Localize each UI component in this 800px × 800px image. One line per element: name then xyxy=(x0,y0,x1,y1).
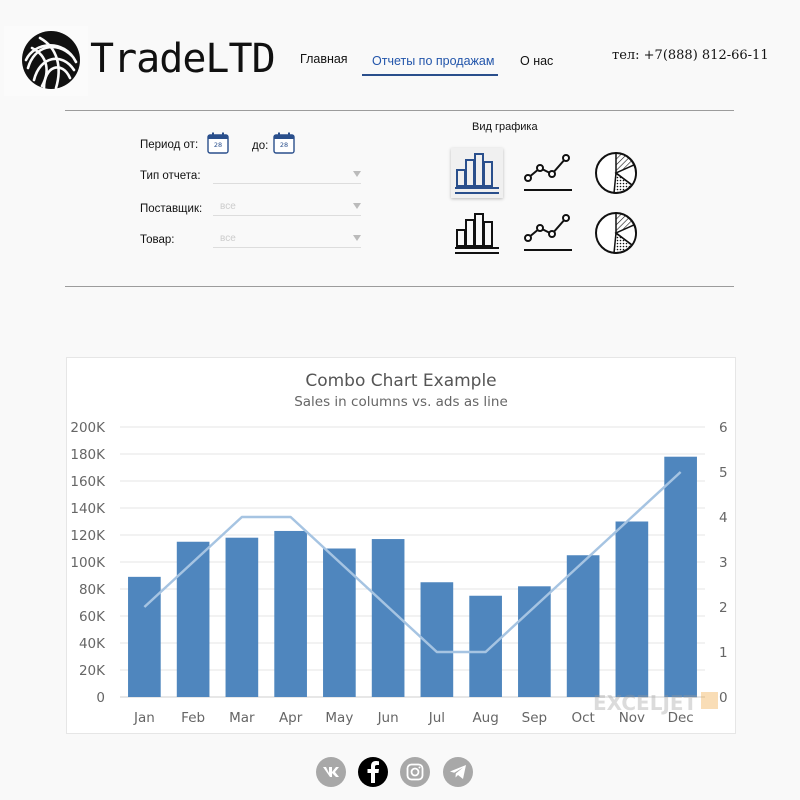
y-right-tick-label: 2 xyxy=(719,600,728,616)
bar xyxy=(176,541,210,697)
line-chart-icon xyxy=(524,214,572,251)
x-tick-label: Jan xyxy=(133,710,155,726)
nav-sales-reports[interactable]: Отчеты по продажам xyxy=(372,54,495,68)
line-chart-icon xyxy=(524,154,572,191)
bar-chart-icon xyxy=(455,213,499,254)
supplier-select[interactable]: все xyxy=(213,201,361,216)
y-right-tick-label: 5 xyxy=(719,465,728,481)
bar xyxy=(566,555,600,697)
product-select[interactable]: все xyxy=(213,233,361,248)
calendar-day: 28 xyxy=(214,141,222,149)
combo-chart: Combo Chart Example Sales in columns vs.… xyxy=(70,371,728,726)
bar xyxy=(323,548,356,697)
product-value: все xyxy=(220,233,236,244)
x-tick-label: Nov xyxy=(619,710,645,726)
view-bar-button[interactable] xyxy=(451,148,503,198)
product-label: Товар: xyxy=(140,234,175,246)
y-left-tick-label: 120K xyxy=(70,528,106,544)
x-tick-label: Jun xyxy=(377,710,399,726)
watermark-text: EXCELJET xyxy=(593,691,698,715)
bar xyxy=(469,595,502,697)
facebook-link[interactable] xyxy=(358,757,388,787)
y-right-tick-label: 3 xyxy=(719,555,728,571)
view-pie-button[interactable] xyxy=(590,148,642,198)
y-right-tick-label: 6 xyxy=(719,420,728,436)
telegram-icon xyxy=(450,765,466,779)
bar-chart-icon xyxy=(455,153,499,194)
report-type-select[interactable] xyxy=(213,169,361,184)
x-tick-label: Apr xyxy=(279,710,303,726)
bar xyxy=(615,521,649,697)
telegram-link[interactable] xyxy=(443,757,473,787)
divider-bottom xyxy=(65,286,734,287)
instagram-icon xyxy=(406,763,424,781)
date-from-picker[interactable]: 28 xyxy=(207,132,229,154)
calendar-day: 28 xyxy=(280,141,288,149)
y-left-tick-label: 80K xyxy=(79,582,106,598)
exceljet-watermark: EXCELJET xyxy=(593,691,718,715)
bar xyxy=(225,537,259,697)
active-nav-underline xyxy=(362,74,498,76)
x-tick-label: Jul xyxy=(428,710,445,726)
supplier-label: Поставщик: xyxy=(140,203,203,215)
view-bar-button-2[interactable] xyxy=(451,208,503,258)
y-left-tick-label: 160K xyxy=(70,474,106,490)
supplier-value: все xyxy=(220,201,236,212)
pie-chart-icon xyxy=(595,212,637,254)
y-left-tick-label: 60K xyxy=(79,609,106,625)
y-left-tick-label: 0 xyxy=(96,690,105,706)
divider-top xyxy=(65,110,734,111)
bar xyxy=(518,586,551,697)
x-tick-label: Mar xyxy=(229,710,255,726)
x-tick-label: Dec xyxy=(668,710,694,726)
y-right-tick-label: 4 xyxy=(719,510,728,526)
brand-name: TradeLTD xyxy=(90,36,276,82)
view-line-button[interactable] xyxy=(522,148,574,198)
dropdown-arrow-icon xyxy=(353,203,361,209)
x-tick-label: Oct xyxy=(571,710,594,726)
period-to-label: до: xyxy=(252,140,269,152)
y-left-tick-label: 100K xyxy=(70,555,106,571)
y-left-tick-label: 200K xyxy=(70,420,106,436)
report-type-label: Тип отчета: xyxy=(140,170,201,182)
x-tick-label: Aug xyxy=(472,710,498,726)
view-type-label: Вид графика xyxy=(472,121,538,133)
chart-container: Combo Chart Example Sales in columns vs.… xyxy=(66,357,736,734)
dropdown-arrow-icon xyxy=(353,235,361,241)
phone-number: тел: +7(888) 812-66-11 xyxy=(612,48,769,63)
y-left-tick-label: 180K xyxy=(70,447,106,463)
bar xyxy=(664,456,697,697)
x-tick-label: May xyxy=(325,710,353,726)
y-right-tick-label: 0 xyxy=(719,690,728,706)
chart-subtitle: Sales in columns vs. ads as line xyxy=(294,394,508,410)
watermark-icon xyxy=(701,692,718,709)
yarn-logo-icon xyxy=(22,31,80,90)
calendar-icon: 28 xyxy=(207,132,229,154)
y-left-tick-label: 20K xyxy=(79,663,106,679)
pie-chart-icon xyxy=(595,152,637,194)
bar xyxy=(274,530,307,697)
y-left-tick-label: 40K xyxy=(79,636,106,652)
line-series xyxy=(143,471,682,654)
calendar-icon: 28 xyxy=(273,132,295,154)
nav-home[interactable]: Главная xyxy=(300,52,348,66)
view-pie-button-2[interactable] xyxy=(590,208,642,258)
y-right-tick-label: 1 xyxy=(719,645,728,661)
x-tick-label: Feb xyxy=(181,710,205,726)
x-tick-label: Sep xyxy=(522,710,547,726)
y-left-tick-label: 140K xyxy=(70,501,106,517)
nav-about[interactable]: О нас xyxy=(520,54,554,68)
period-from-label: Период от: xyxy=(140,139,199,151)
vk-icon xyxy=(323,767,339,777)
logo[interactable] xyxy=(4,26,88,96)
facebook-icon xyxy=(367,761,379,783)
date-to-picker[interactable]: 28 xyxy=(273,132,295,154)
bar xyxy=(420,582,454,697)
chart-title: Combo Chart Example xyxy=(305,371,496,391)
view-line-button-2[interactable] xyxy=(522,208,574,258)
instagram-link[interactable] xyxy=(400,757,430,787)
dropdown-arrow-icon xyxy=(353,171,361,177)
vk-link[interactable] xyxy=(316,757,346,787)
